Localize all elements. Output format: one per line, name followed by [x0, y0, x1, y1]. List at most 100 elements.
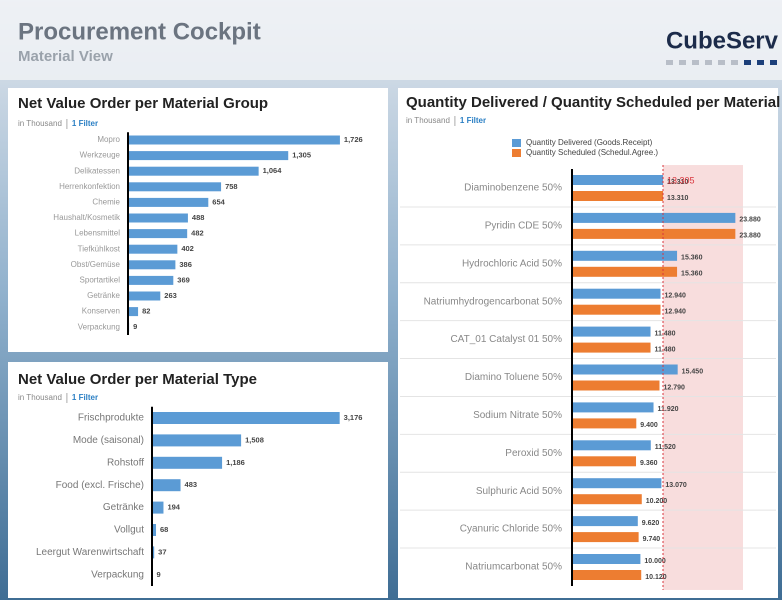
category-label: Vollgut — [114, 525, 144, 536]
category-label: Getränke — [103, 502, 145, 513]
card — [8, 88, 388, 352]
category-label: Hydrochloric Acid 50% — [462, 258, 562, 269]
value-label: 9.740 — [643, 536, 661, 543]
value-label: 11.920 — [658, 406, 679, 413]
value-label: 1,726 — [344, 135, 363, 144]
chart-title: Quantity Delivered / Quantity Scheduled … — [406, 94, 780, 111]
bar — [152, 524, 157, 536]
value-label: 1,305 — [292, 151, 311, 160]
value-label: 3,176 — [344, 413, 363, 422]
category-label: Natriumcarbonat 50% — [465, 562, 562, 573]
value-label: 13.070 — [665, 482, 687, 489]
bar — [128, 151, 289, 161]
bar — [572, 250, 678, 261]
value-label: 13.310 — [667, 195, 689, 202]
category-label: Verpackung — [78, 322, 120, 331]
value-label: 13.310 — [667, 179, 689, 186]
value-label: 9.620 — [642, 520, 660, 527]
value-label: 9 — [133, 322, 137, 331]
value-label: 369 — [177, 275, 190, 284]
category-label: Leergut Warenwirtschaft — [36, 547, 144, 558]
logo-dots — [666, 60, 777, 65]
value-label: 654 — [212, 197, 225, 206]
bar — [572, 266, 678, 277]
value-label: 10.200 — [646, 498, 668, 505]
card — [8, 362, 388, 598]
bar — [152, 412, 340, 424]
chart-title: Net Value Order per Material Group — [18, 95, 268, 112]
bar — [572, 516, 638, 527]
legend-label: Quantity Delivered (Goods.Receipt) — [526, 138, 653, 147]
value-label: 15.360 — [681, 255, 703, 262]
value-label: 68 — [160, 525, 168, 534]
category-label: Cyanuric Chloride 50% — [460, 524, 562, 535]
bar — [572, 494, 642, 505]
filter-link: 1 Filter — [460, 116, 486, 125]
category-label: Sulphuric Acid 50% — [476, 486, 562, 497]
category-label: Tiefkühlkost — [78, 244, 121, 253]
value-label: 82 — [142, 307, 150, 316]
value-label: 11.480 — [655, 330, 676, 337]
category-label: Frischprodukte — [78, 413, 145, 424]
bar — [572, 380, 660, 391]
category-label: Delikatessen — [74, 166, 120, 175]
legend-swatch — [512, 149, 521, 157]
value-label: 12.940 — [665, 309, 687, 316]
value-label: 23.880 — [739, 217, 761, 224]
value-label: 37 — [158, 547, 166, 556]
value-label: 9.360 — [640, 460, 658, 467]
legend-label: Quantity Scheduled (Schedul.Agree.) — [526, 148, 658, 157]
value-label: 11.480 — [655, 346, 676, 353]
category-label: Diamino Toluene 50% — [465, 372, 562, 383]
category-label: Chemie — [92, 198, 120, 207]
value-label: 1,064 — [263, 166, 283, 175]
header-bar — [0, 0, 782, 80]
bar — [128, 197, 209, 207]
category-label: CAT_01 Catalyst 01 50% — [450, 334, 562, 345]
bar — [572, 175, 664, 185]
logo: CubeServ — [666, 27, 779, 54]
category-label: Pyridin CDE 50% — [485, 221, 562, 232]
category-label: Mopro — [97, 135, 120, 144]
value-label: 15.450 — [682, 368, 704, 375]
unit-label: in Thousand — [18, 119, 62, 128]
legend-swatch — [512, 139, 521, 147]
bar — [572, 212, 736, 223]
value-label: 9.400 — [640, 422, 658, 429]
value-label: 12.940 — [665, 293, 687, 300]
category-label: Mode (saisonal) — [73, 435, 144, 446]
bar — [128, 229, 188, 239]
bar — [128, 213, 188, 223]
chart-title: Net Value Order per Material Type — [18, 371, 257, 388]
bar — [572, 304, 661, 315]
bar — [152, 546, 155, 559]
reference-label: 13.305 — [667, 175, 695, 185]
value-label: 386 — [179, 260, 192, 269]
value-label: 263 — [164, 291, 177, 300]
bar — [572, 532, 639, 543]
bar — [572, 570, 642, 580]
category-label: Sportartikel — [80, 276, 121, 285]
bar — [572, 402, 654, 413]
category-label: Konserven — [82, 307, 120, 316]
bar — [128, 166, 259, 176]
bar — [572, 364, 678, 375]
category-label: Verpackung — [91, 569, 144, 580]
category-label: Diaminobenzene 50% — [464, 183, 562, 194]
value-label: 483 — [185, 480, 198, 489]
bar — [572, 456, 637, 467]
page-subtitle: Material View — [18, 48, 113, 65]
filter-link: 1 Filter — [72, 119, 98, 128]
unit-label: in Thousand — [18, 393, 62, 402]
bar — [572, 228, 736, 239]
bar — [572, 191, 664, 201]
category-label: Haushalt/Kosmetik — [53, 213, 121, 222]
category-label: Lebensmittel — [75, 229, 121, 238]
bar — [572, 326, 651, 337]
bar — [152, 434, 242, 447]
value-label: 10.120 — [645, 574, 667, 581]
value-label: 11.520 — [655, 444, 676, 451]
category-label: Peroxid 50% — [505, 448, 562, 459]
value-label: 23.880 — [739, 233, 761, 240]
